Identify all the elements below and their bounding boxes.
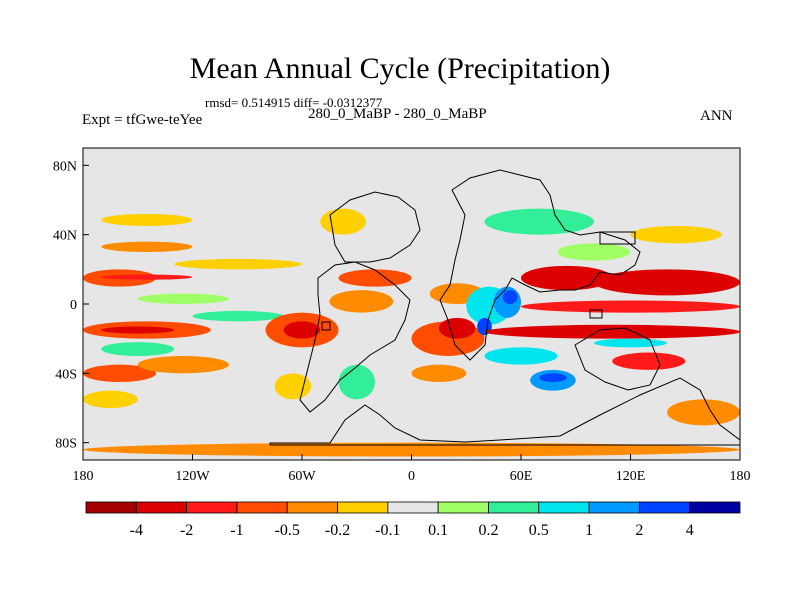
heatmap-region-12 xyxy=(101,213,193,226)
colorbar-swatch-0 xyxy=(85,501,137,514)
heatmap-region-36 xyxy=(667,399,740,426)
colorbar-label-0: -4 xyxy=(130,522,143,539)
y-tick-label-2: 0 xyxy=(70,298,77,313)
heatmap-region-3 xyxy=(101,326,175,334)
y-tick-label-4: 80S xyxy=(55,437,77,452)
stats-line: rmsd= 0.514915 diff= -0.0312377 xyxy=(205,95,383,110)
x-tick-label-2: 60W xyxy=(288,469,316,484)
heatmap-region-11 xyxy=(192,310,284,322)
y-tick-label-0: 80N xyxy=(53,159,77,174)
heatmap-region-41 xyxy=(594,338,667,348)
colorbar-label-10: 2 xyxy=(635,522,643,539)
colorbar-label-1: -2 xyxy=(180,522,193,539)
heatmap-region-15 xyxy=(329,290,394,313)
heatmap-region-4 xyxy=(83,364,156,383)
colorbar-swatch-9 xyxy=(538,501,590,514)
colorbar: -4 -2 -1 -0.5 -0.2 -0.1 0.1 0.2 0.5 1 2 4 xyxy=(85,501,741,539)
heatmap-region-39 xyxy=(557,243,631,261)
colorbar-swatch-1 xyxy=(135,501,188,514)
colorbar-label-9: 1 xyxy=(585,522,593,539)
colorbar-label-7: 0.2 xyxy=(478,522,498,539)
heatmap-region-40 xyxy=(83,442,740,457)
heatmap-region-5 xyxy=(137,356,229,374)
y-tick-label-1: 40N xyxy=(53,229,77,244)
heatmap-region-14 xyxy=(283,321,321,339)
season-label: ANN xyxy=(700,108,733,124)
y-axis: 80N 40N 0 40S 80S xyxy=(53,159,89,452)
colorbar-swatch-11 xyxy=(638,501,691,514)
x-axis: 180 120W 60W 0 60E 120E 180 xyxy=(73,454,751,484)
x-tick-label-0: 180 xyxy=(73,469,94,484)
heatmap-region-1 xyxy=(101,274,193,280)
heatmap-region-17 xyxy=(320,208,366,235)
colorbar-swatch-12 xyxy=(689,501,741,514)
colorbar-label-6: 0.1 xyxy=(428,522,448,539)
x-tick-label-1: 120W xyxy=(175,469,210,484)
heatmap-region-22 xyxy=(411,364,467,383)
heatmap-region-16 xyxy=(338,269,412,287)
colorbar-swatch-10 xyxy=(588,501,640,514)
heatmap-region-21 xyxy=(438,317,476,339)
heatmap-region-34 xyxy=(484,324,740,339)
case-label: 280_0_MaBP - 280_0_MaBP xyxy=(308,106,487,122)
coastline-outlines xyxy=(269,169,740,446)
heatmap-region-10 xyxy=(101,342,175,357)
heatmap-region-7 xyxy=(101,241,193,252)
heatmap-region-8 xyxy=(174,258,302,270)
heatmap-region-19 xyxy=(338,364,375,400)
heatmap-region-6 xyxy=(83,390,138,409)
colorbar-swatch-6 xyxy=(387,501,439,514)
colorbar-swatch-8 xyxy=(488,501,540,514)
colorbar-swatch-2 xyxy=(186,501,238,514)
colorbar-swatch-5 xyxy=(337,501,389,514)
heatmap-region-37 xyxy=(630,226,722,244)
heatmap-region-31 xyxy=(521,265,613,291)
x-tick-label-5: 120E xyxy=(616,469,646,484)
colorbar-label-8: 0.5 xyxy=(529,522,549,539)
y-tick-label-3: 40S xyxy=(55,367,77,382)
heatmap-region-32 xyxy=(594,269,740,296)
colorbar-label-4: -0.2 xyxy=(325,522,350,539)
heatmap-region-9 xyxy=(137,293,229,304)
colorbar-label-5: -0.1 xyxy=(375,522,400,539)
heatmap-cells xyxy=(83,208,740,457)
experiment-label: Expt = tfGwe-teYee xyxy=(82,112,203,128)
heatmap-region-30 xyxy=(539,373,567,382)
colorbar-swatch-7 xyxy=(437,501,489,514)
heatmap-region-35 xyxy=(612,352,686,370)
colorbar-label-11: 4 xyxy=(686,522,694,539)
colorbar-label-2: -1 xyxy=(230,522,243,539)
colorbar-swatch-4 xyxy=(286,501,338,514)
x-tick-label-3: 0 xyxy=(408,469,415,484)
chart-title: Mean Annual Cycle (Precipitation) xyxy=(189,52,611,85)
heatmap-region-38 xyxy=(484,208,594,235)
x-tick-label-4: 60E xyxy=(510,469,533,484)
heatmap-region-33 xyxy=(521,300,740,313)
colorbar-label-3: -0.5 xyxy=(275,522,300,539)
heatmap-region-27 xyxy=(502,290,518,305)
colorbar-swatch-3 xyxy=(236,501,288,514)
x-tick-label-6: 180 xyxy=(730,469,751,484)
heatmap-region-28 xyxy=(484,347,558,365)
